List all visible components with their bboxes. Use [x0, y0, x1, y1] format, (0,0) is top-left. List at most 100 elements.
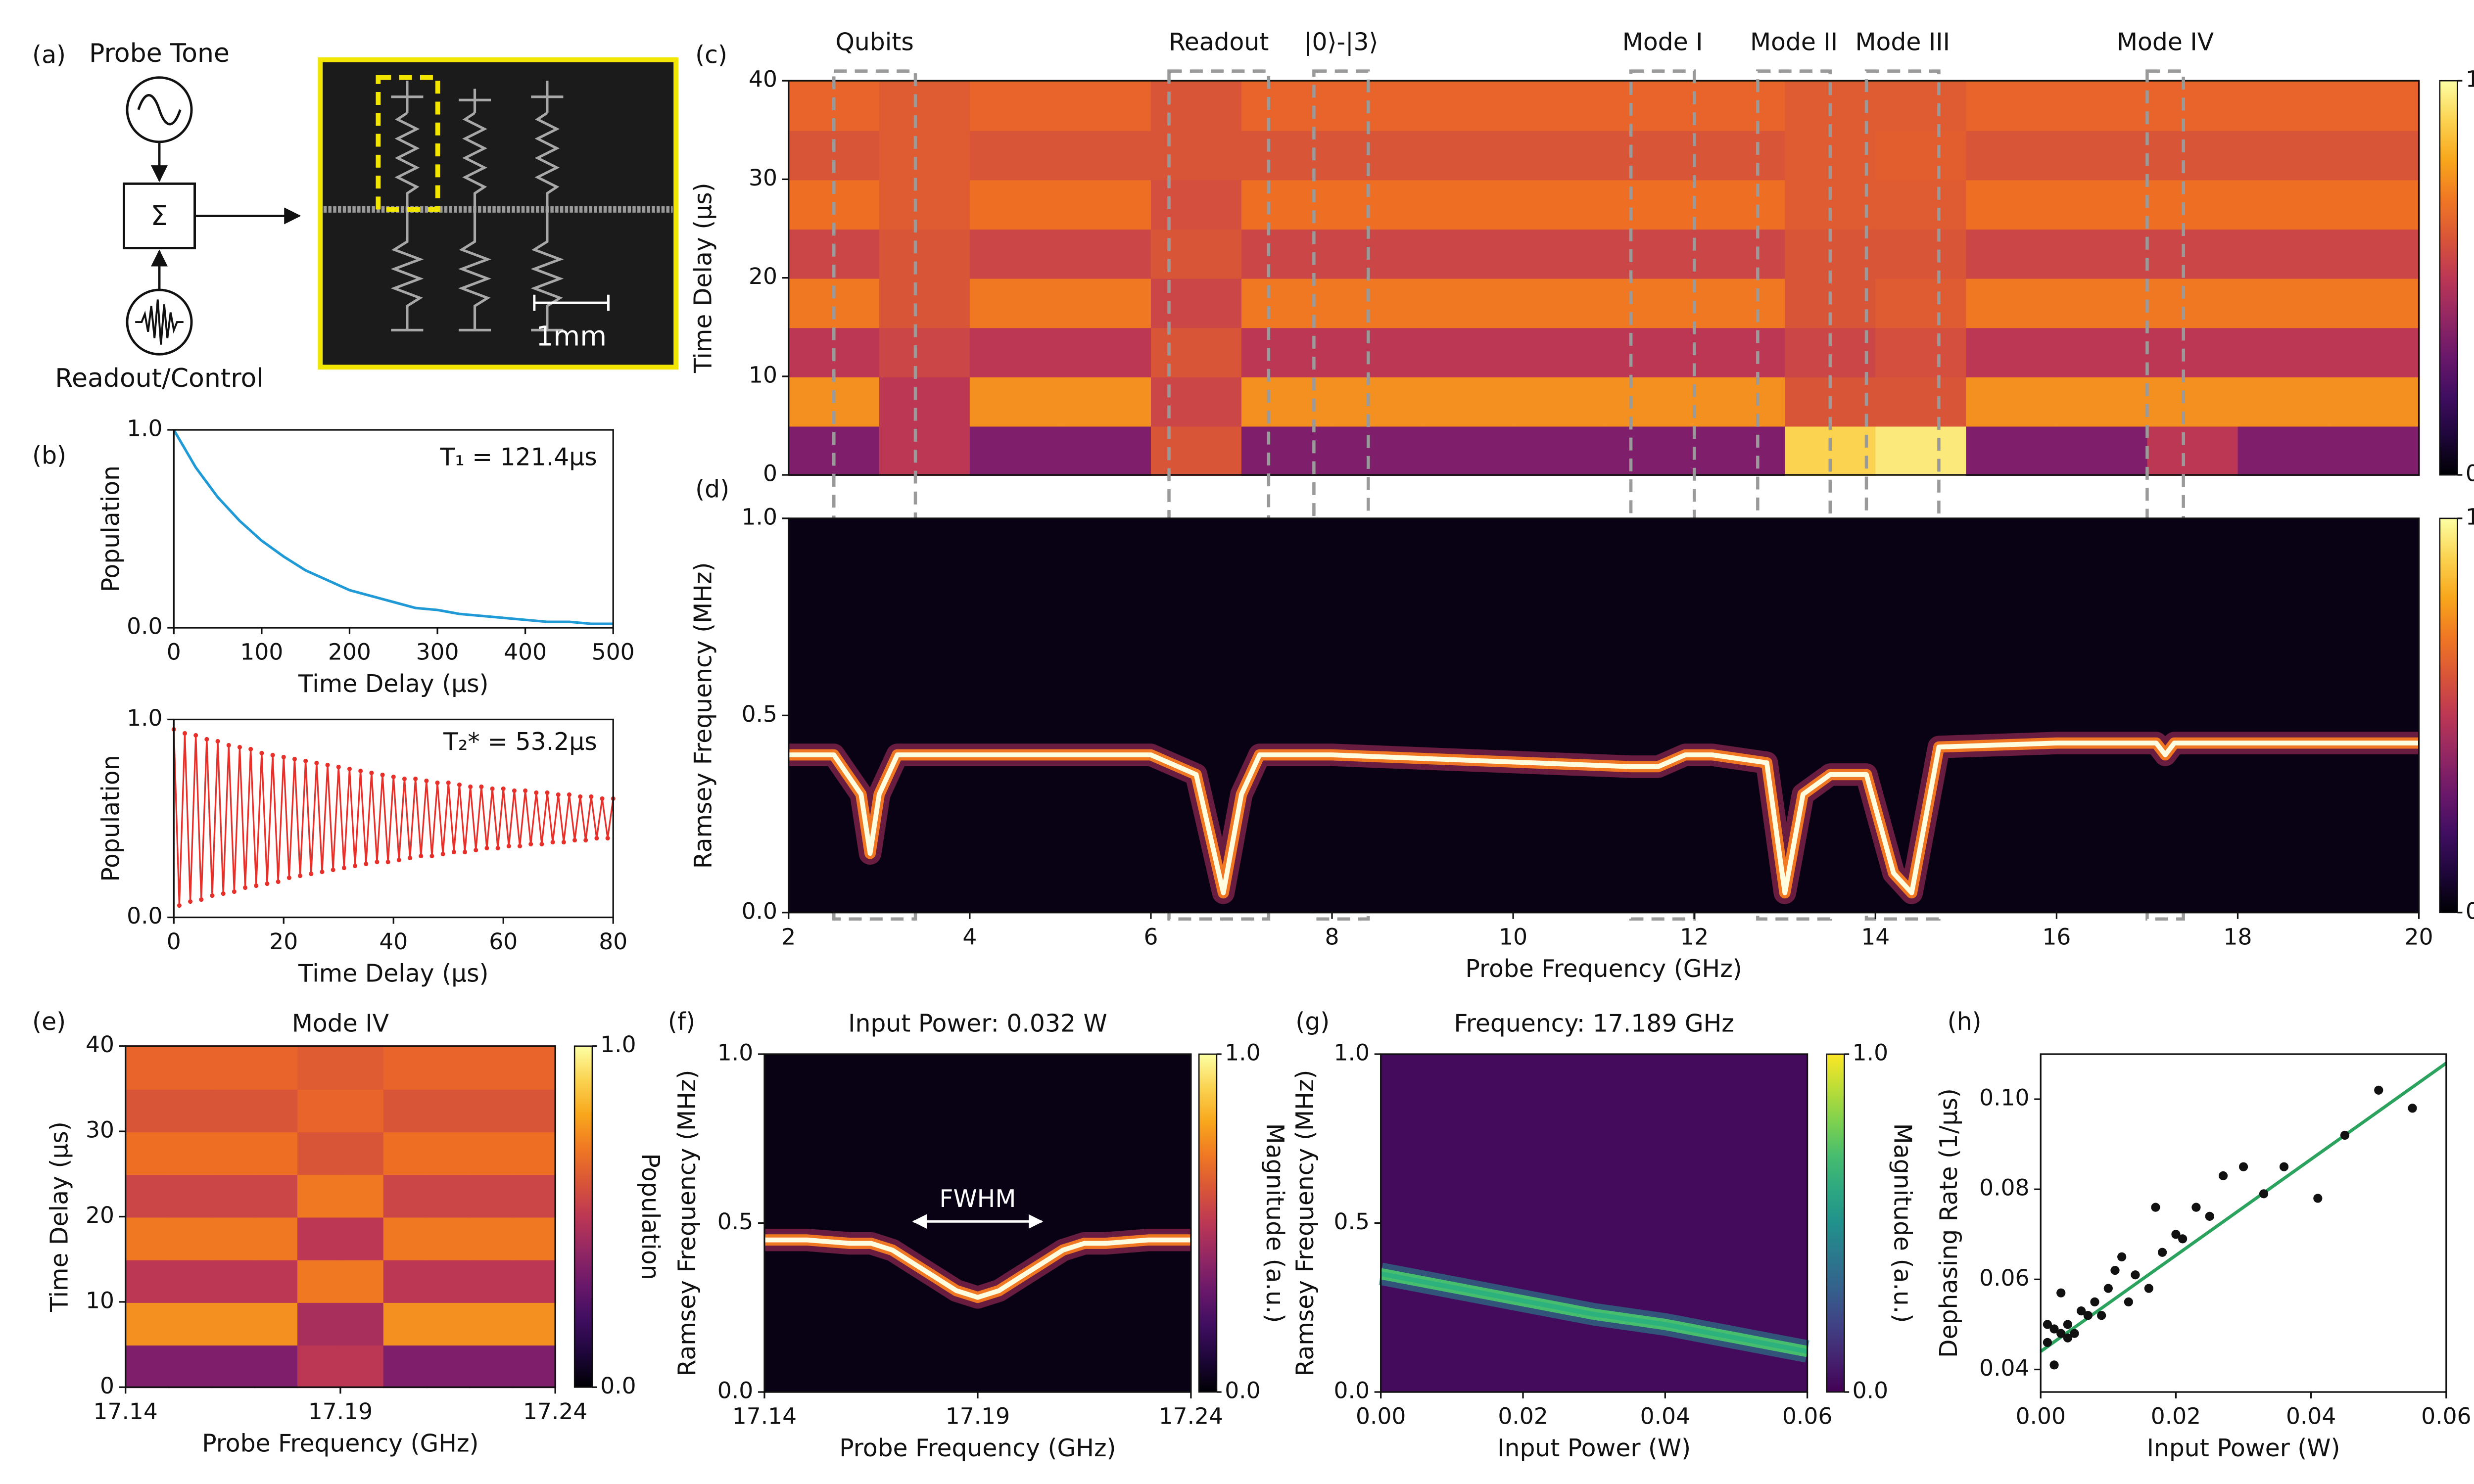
heatmap-cell [469, 1259, 514, 1303]
heatmap-cell [2237, 229, 2330, 279]
data-point [578, 794, 583, 799]
x-tick-label: 0 [167, 928, 181, 955]
data-point [2103, 1284, 2113, 1293]
region-box [1167, 69, 1271, 921]
plot-frame [173, 429, 614, 629]
heatmap-cell [879, 179, 971, 230]
data-point [479, 784, 484, 789]
heatmap-cell [1060, 179, 1152, 230]
heatmap-cell [2328, 327, 2420, 377]
heatmap-cell [168, 1131, 213, 1175]
data-point [506, 843, 511, 849]
heatmap-cell [1150, 179, 1242, 230]
data-point [512, 788, 517, 793]
heatmap-cell [1513, 278, 1605, 328]
colorbar-tick-label: 0.0 [1853, 1378, 1888, 1404]
heatmap-cell [2237, 179, 2330, 230]
data-point [347, 766, 352, 772]
heatmap-cell [1694, 130, 1786, 181]
region-box [1312, 69, 1370, 921]
data-point [303, 758, 308, 764]
heatmap-cell [1694, 229, 1786, 279]
heatmap-cell [297, 1216, 341, 1260]
data-point [561, 839, 566, 845]
data-point [341, 865, 346, 871]
sine-icon [137, 94, 182, 126]
heatmap-cell [1513, 130, 1605, 181]
heatmap-cell [1241, 327, 1333, 377]
data-point [2110, 1266, 2120, 1275]
heatmap-cell [1966, 229, 2058, 279]
heatmap-cell [1150, 130, 1242, 181]
heatmap-cell [1423, 278, 1515, 328]
heatmap-cell [1694, 376, 1786, 427]
heatmap-cell [1604, 425, 1696, 476]
heatmap-cell [168, 1174, 213, 1218]
panel-label: (g) [1295, 1008, 1330, 1036]
heatmap-cell [879, 327, 971, 377]
colorbar-label: Magnitude (a.u.) [1261, 1123, 1289, 1323]
heatmap-cell [2328, 278, 2420, 328]
x-tick-label: 400 [504, 639, 547, 665]
heatmap-cell [383, 1131, 428, 1175]
region-label: Qubits [835, 28, 913, 56]
heatmap-cell [2328, 81, 2420, 131]
heatmap-cell [1875, 179, 1967, 230]
heatmap-cell [1332, 376, 1424, 427]
x-tick-label: 80 [599, 928, 627, 955]
colorbar [1826, 1053, 1845, 1393]
chart-title: Input Power: 0.032 W [848, 1009, 1107, 1037]
heatmap-cell [2147, 327, 2239, 377]
heatmap-cell [1423, 327, 1515, 377]
data-point [215, 739, 220, 744]
data-point [270, 752, 275, 758]
panel-label: (e) [32, 1008, 66, 1036]
data-point [265, 881, 270, 886]
data-point [517, 843, 523, 849]
x-tick-label: 10 [1499, 924, 1527, 950]
data-point [419, 853, 424, 859]
heatmap-cell [1694, 278, 1786, 328]
data-point [2279, 1162, 2289, 1171]
y-tick-label: 1.0 [127, 416, 162, 442]
heatmap-cell [211, 1088, 256, 1133]
data-point [226, 742, 231, 748]
heatmap-cell [1332, 229, 1424, 279]
data-point [2340, 1130, 2350, 1140]
heatmap-cell [2237, 425, 2330, 476]
x-tick-label: 200 [328, 639, 371, 665]
x-tick-label: 16 [2042, 924, 2071, 950]
data-point [523, 788, 528, 793]
data-point [2124, 1297, 2133, 1306]
data-point [221, 891, 226, 896]
heatmap-cell [297, 1345, 341, 1389]
region-label: Mode II [1750, 28, 1838, 56]
y-tick-label: 0.0 [127, 903, 162, 929]
region-box [2145, 69, 2185, 921]
data-point [457, 782, 462, 788]
annotation: T₁ = 121.4μs [439, 443, 597, 471]
data-point [2097, 1311, 2106, 1320]
heatmap-cell [1875, 229, 1967, 279]
heatmap-cell [340, 1088, 384, 1133]
data-point [2374, 1085, 2383, 1095]
data-point [2158, 1248, 2167, 1257]
heatmap-cell [2147, 179, 2239, 230]
heatmap-cell [879, 130, 971, 181]
diagram: (a) Probe Tone Σ Readout/Control 1mm [32, 39, 678, 393]
panel-label: (a) [32, 41, 66, 69]
heatmap-cell [340, 1131, 384, 1175]
heatmap-cell [1150, 425, 1242, 476]
heatmap-cell [512, 1345, 557, 1389]
heatmap-cell [1060, 229, 1152, 279]
heatmap-cell [168, 1345, 213, 1389]
heatmap-cell [1513, 81, 1605, 131]
readout-source [126, 288, 193, 356]
heatmap-cell [512, 1088, 557, 1133]
data-point [2043, 1338, 2052, 1347]
heatmap-cell [1241, 278, 1333, 328]
x-tick-label: 0.00 [1356, 1403, 1406, 1430]
resonators [390, 81, 564, 331]
data-point [440, 851, 445, 857]
data-point [380, 772, 385, 778]
